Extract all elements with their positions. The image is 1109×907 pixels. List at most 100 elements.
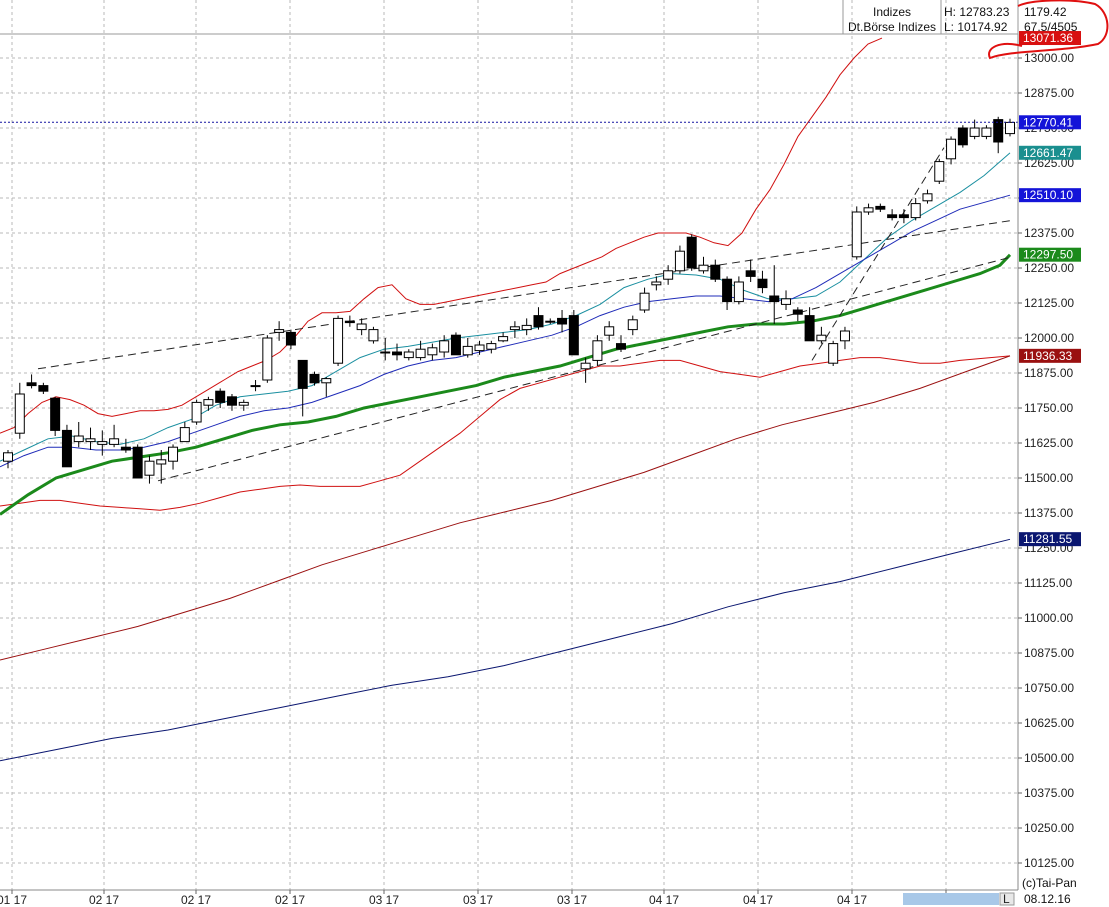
candle-body <box>380 351 391 354</box>
candle[interactable] <box>498 332 509 343</box>
candle[interactable] <box>156 450 167 484</box>
exchange-label: Dt.Börse Indizes <box>848 20 936 34</box>
candle-body <box>392 351 403 356</box>
candle-body <box>722 278 733 303</box>
candle[interactable] <box>957 125 968 148</box>
price-tag: 11281.55 <box>1019 532 1081 547</box>
candle[interactable] <box>238 399 249 411</box>
candle[interactable] <box>427 343 438 361</box>
candle[interactable] <box>639 287 650 313</box>
candle[interactable] <box>380 338 391 361</box>
price-tick-label: 11875.00 <box>1024 366 1073 380</box>
candle[interactable] <box>392 343 403 361</box>
candle[interactable] <box>474 340 485 355</box>
candle[interactable] <box>509 321 520 338</box>
candlesticks[interactable] <box>3 116 1015 484</box>
candle[interactable] <box>203 396 214 411</box>
candle[interactable] <box>568 310 579 356</box>
candle[interactable] <box>627 315 638 336</box>
time-scrollbar-thumb[interactable] <box>903 893 999 905</box>
candle-body <box>604 326 615 336</box>
candle[interactable] <box>604 321 615 341</box>
candle[interactable] <box>769 265 780 324</box>
candle[interactable] <box>191 399 202 425</box>
candle[interactable] <box>321 377 332 397</box>
candle[interactable] <box>97 430 108 456</box>
time-tick-label: 03 17 <box>369 893 399 907</box>
price-tag-label: 11281.55 <box>1023 532 1072 546</box>
candle[interactable] <box>403 349 414 361</box>
candle[interactable] <box>651 276 662 291</box>
candle[interactable] <box>109 424 120 448</box>
candle[interactable] <box>215 388 226 408</box>
candle[interactable] <box>875 203 886 212</box>
candle[interactable] <box>674 245 685 274</box>
candle[interactable] <box>592 335 603 366</box>
candle[interactable] <box>981 125 992 140</box>
candle[interactable] <box>38 382 49 394</box>
candle[interactable] <box>946 136 957 165</box>
candle[interactable] <box>887 209 898 221</box>
scroll-end-box[interactable] <box>999 892 1015 906</box>
candle[interactable] <box>144 455 155 484</box>
candle[interactable] <box>85 427 96 450</box>
candle[interactable] <box>120 438 131 453</box>
candle[interactable] <box>521 318 532 336</box>
candle[interactable] <box>274 321 285 341</box>
candle[interactable] <box>250 380 261 392</box>
candle[interactable] <box>792 307 803 322</box>
candle[interactable] <box>415 340 426 361</box>
candle[interactable] <box>863 203 874 215</box>
candle-body <box>745 270 756 277</box>
candle[interactable] <box>757 270 768 294</box>
candle[interactable] <box>309 371 320 386</box>
candle[interactable] <box>226 394 237 411</box>
candle[interactable] <box>50 396 61 436</box>
candle[interactable] <box>333 315 344 366</box>
candle[interactable] <box>368 326 379 344</box>
candle[interactable] <box>828 340 839 366</box>
candle[interactable] <box>450 332 461 356</box>
candle[interactable] <box>580 357 591 383</box>
candle[interactable] <box>993 116 1004 154</box>
candle[interactable] <box>132 444 143 479</box>
candle[interactable] <box>179 422 190 443</box>
candle[interactable] <box>663 265 674 285</box>
candle[interactable] <box>615 335 626 352</box>
candle[interactable] <box>73 422 84 448</box>
candle[interactable] <box>816 326 827 344</box>
candle[interactable] <box>462 338 473 358</box>
candle[interactable] <box>934 158 945 184</box>
candle[interactable] <box>733 276 744 305</box>
candle[interactable] <box>61 424 72 468</box>
index-group-label: Indizes <box>873 5 911 19</box>
candle[interactable] <box>722 276 733 310</box>
candle[interactable] <box>898 209 909 224</box>
candle[interactable] <box>297 359 308 417</box>
candle[interactable] <box>545 318 556 324</box>
candle[interactable] <box>839 326 850 350</box>
candle[interactable] <box>969 119 980 140</box>
candle[interactable] <box>698 256 709 274</box>
candle[interactable] <box>14 382 25 439</box>
candle[interactable] <box>3 450 13 469</box>
candle[interactable] <box>439 335 450 358</box>
candle[interactable] <box>804 307 815 342</box>
candle[interactable] <box>781 290 792 310</box>
candle[interactable] <box>486 340 497 354</box>
candle[interactable] <box>557 310 568 333</box>
candle[interactable] <box>710 259 721 282</box>
candle[interactable] <box>533 307 544 330</box>
candle[interactable] <box>285 329 296 350</box>
candle[interactable] <box>344 315 355 327</box>
candle[interactable] <box>851 206 862 260</box>
candle[interactable] <box>910 198 921 221</box>
candle[interactable] <box>356 318 367 336</box>
candle[interactable] <box>26 374 37 389</box>
candle[interactable] <box>745 259 756 282</box>
candle[interactable] <box>262 335 273 383</box>
candle[interactable] <box>686 234 697 271</box>
candle[interactable] <box>922 189 933 204</box>
candle[interactable] <box>168 444 179 470</box>
